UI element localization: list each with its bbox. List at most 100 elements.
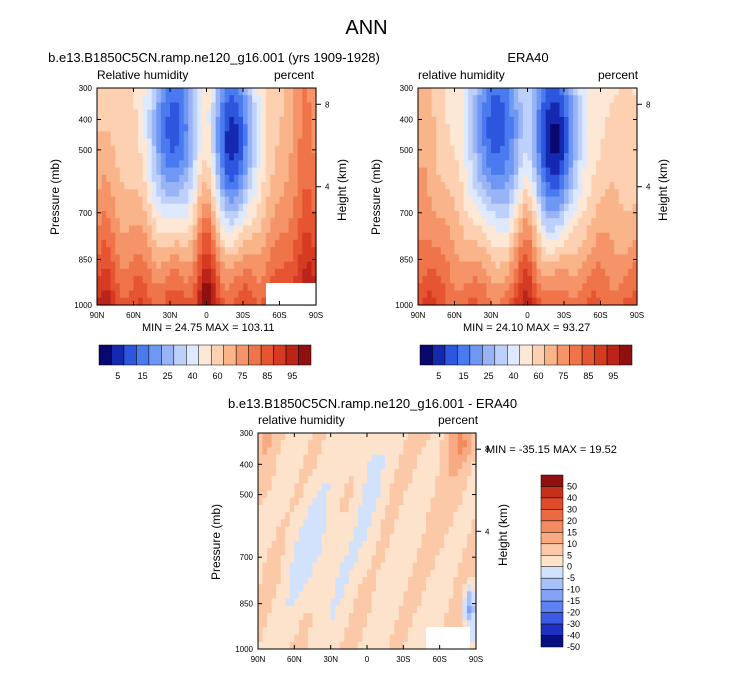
panel-obs-cell bbox=[582, 88, 588, 96]
panel-diff-cell bbox=[380, 483, 386, 492]
panel-diff-cell bbox=[335, 512, 341, 520]
panel-obs-cell bbox=[481, 283, 488, 292]
panel-diff-cell bbox=[394, 440, 400, 448]
panel-diff-cell bbox=[376, 490, 382, 499]
panel-obs-cell bbox=[504, 261, 510, 270]
panel-obs-cell bbox=[463, 116, 469, 125]
panel-diff-cell bbox=[317, 512, 323, 520]
panel-model-cell bbox=[174, 131, 180, 140]
panel-diff-cell bbox=[339, 634, 345, 643]
panel-model-cell bbox=[261, 218, 267, 227]
panel-diff-cell bbox=[398, 620, 404, 628]
panel-diff-cell bbox=[371, 497, 377, 506]
panel-diff-cell bbox=[444, 598, 450, 607]
panel-diff-cell bbox=[271, 526, 277, 535]
panel-obs-cell bbox=[627, 131, 634, 140]
panel-obs-cell bbox=[491, 131, 497, 140]
panel-model-cell bbox=[302, 268, 308, 277]
panel-model-cell bbox=[174, 102, 180, 111]
panel-model-cell bbox=[274, 225, 281, 234]
panel-model-cell bbox=[115, 182, 121, 190]
panel-obs-cell bbox=[541, 239, 547, 248]
panel-obs-cell bbox=[418, 239, 424, 248]
panel-model-cell bbox=[243, 276, 249, 284]
panel-obs-cell bbox=[614, 88, 620, 96]
panel-diff-cell bbox=[335, 526, 341, 535]
panel-obs-cell bbox=[436, 145, 442, 154]
panel-model-cell bbox=[147, 138, 153, 147]
panel-obs-cell bbox=[554, 196, 561, 205]
panel-diff-cell bbox=[430, 591, 436, 600]
colorbar-model-swatch bbox=[111, 344, 125, 366]
panel-diff-cell bbox=[307, 519, 314, 528]
panel-model-cell bbox=[224, 218, 230, 227]
panel-diff-cell bbox=[471, 562, 477, 571]
panel-obs-cell bbox=[427, 196, 433, 205]
panel-model-cell bbox=[197, 95, 203, 104]
panel-diff-cell bbox=[453, 526, 459, 535]
panel-diff-cell bbox=[307, 627, 314, 636]
panel-diff-cell bbox=[394, 519, 400, 528]
panel-diff-cell bbox=[426, 584, 432, 592]
panel-obs-cell bbox=[500, 116, 506, 125]
panel-obs-cell bbox=[481, 88, 488, 96]
panel-model-xtick-label: 60S bbox=[272, 311, 286, 320]
panel-model-cell bbox=[293, 138, 299, 147]
panel-obs-cell bbox=[477, 225, 483, 234]
panel-diff-cell bbox=[280, 634, 286, 643]
panel-diff-cell bbox=[271, 469, 277, 477]
panel-obs-cell bbox=[536, 174, 542, 183]
panel-diff-cell bbox=[371, 598, 377, 607]
panel-model-cell bbox=[170, 247, 176, 255]
panel-obs-cell bbox=[518, 261, 524, 270]
panel-obs-cell bbox=[449, 232, 456, 241]
panel-model-cell bbox=[247, 138, 253, 147]
panel-obs-cell bbox=[422, 189, 428, 198]
panel-diff-cell bbox=[280, 526, 286, 535]
panel-model-cell bbox=[110, 167, 116, 176]
panel-obs-cell bbox=[623, 239, 629, 248]
panel-model-cell bbox=[119, 225, 125, 234]
panel-obs-cell bbox=[477, 276, 483, 284]
panel-model-cell bbox=[243, 109, 249, 118]
panel-model-cell bbox=[256, 160, 262, 169]
panel-model-cell bbox=[211, 261, 217, 270]
panel-model-cell bbox=[243, 218, 249, 227]
panel-diff-cell bbox=[466, 620, 473, 628]
panel-model-cell bbox=[306, 239, 313, 248]
panel-obs-cell bbox=[431, 109, 437, 118]
panel-model-cell bbox=[243, 225, 249, 234]
panel-obs-cell bbox=[459, 109, 465, 118]
panel-model-cell bbox=[256, 102, 262, 111]
panel-diff-cell bbox=[376, 461, 382, 470]
panel-model-cell bbox=[97, 160, 103, 169]
panel-diff-cell bbox=[289, 461, 295, 470]
panel-obs-cell bbox=[495, 109, 501, 118]
colorbar-diff-swatch bbox=[540, 555, 564, 567]
colorbar-model-swatch bbox=[210, 344, 224, 366]
panel-model-cell bbox=[97, 290, 103, 299]
panel-obs-cell bbox=[491, 210, 497, 219]
panel-obs-cell bbox=[427, 247, 433, 255]
panel-obs-cell bbox=[600, 95, 606, 104]
panel-diff-cell bbox=[344, 461, 350, 470]
panel-obs-cell bbox=[605, 116, 611, 125]
panel-diff-cell bbox=[307, 613, 314, 621]
panel-obs-cell bbox=[427, 232, 433, 241]
panel-diff-cell bbox=[394, 577, 400, 585]
panel-diff-cell bbox=[317, 577, 323, 585]
panel-model-cell bbox=[220, 167, 226, 176]
panel-diff-cell bbox=[298, 505, 305, 513]
panel-model-cell bbox=[284, 160, 290, 169]
panel-model-cell bbox=[183, 153, 189, 161]
panel-model-cell bbox=[284, 116, 290, 125]
panel-diff-cell bbox=[298, 605, 305, 614]
panel-model-cell bbox=[243, 116, 249, 125]
panel-diff-cell bbox=[389, 461, 395, 470]
panel-model-cell bbox=[188, 254, 194, 263]
panel-model-cell bbox=[192, 268, 198, 277]
panel-diff-cell bbox=[344, 433, 350, 441]
panel-model-cell bbox=[160, 196, 167, 205]
panel-obs-cell bbox=[472, 225, 478, 234]
panel-diff-cell bbox=[448, 591, 454, 600]
